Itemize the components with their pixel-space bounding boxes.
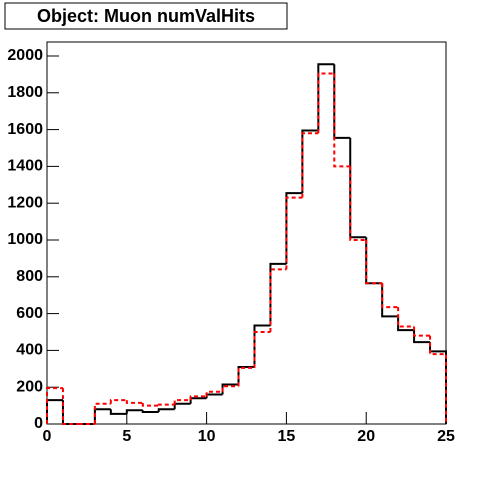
histogram-bin (301, 132, 319, 198)
y-tick-label: 600 (16, 305, 43, 322)
histogram-bin (349, 166, 367, 241)
histogram-bin (301, 129, 319, 194)
histogram-bin (397, 316, 415, 332)
histogram-bin (157, 403, 175, 406)
histogram-bin (141, 402, 159, 407)
x-tick-label: 15 (278, 428, 296, 445)
x-tick-label: 20 (357, 428, 375, 445)
histogram-bin (397, 307, 415, 328)
histogram-bin (205, 390, 223, 397)
histogram-bin (221, 385, 239, 392)
histogram-bin (237, 366, 255, 387)
y-tick-label: 800 (16, 268, 43, 285)
plot-frame (46, 41, 447, 425)
histogram-bin (429, 342, 447, 424)
x-tick-label: 0 (43, 428, 52, 445)
histogram-bin (365, 239, 383, 285)
histogram-bin (317, 72, 335, 134)
histogram-bin (269, 268, 287, 332)
y-tick-label: 400 (16, 342, 43, 359)
histogram-bin (269, 262, 287, 326)
histogram-bin (253, 330, 271, 368)
histogram-bin (109, 409, 127, 415)
x-tick-label: 5 (122, 428, 131, 445)
y-tick-label: 1600 (7, 121, 43, 138)
histogram-bin (381, 283, 399, 309)
histogram-bin (429, 335, 447, 424)
y-tick-label: 1800 (7, 84, 43, 101)
histogram-bin (189, 395, 207, 401)
histogram-bin (173, 399, 191, 405)
y-tick-label: 2000 (7, 47, 43, 64)
histogram-bin (285, 196, 303, 270)
histogram-bin (381, 283, 399, 318)
histogram-bin (125, 400, 143, 404)
histogram-bin (93, 402, 111, 424)
x-tick-label: 10 (198, 428, 216, 445)
y-tick-label: 1200 (7, 194, 43, 211)
y-tick-label: 200 (16, 378, 43, 395)
histogram-bin (141, 410, 159, 414)
x-tick-label: 25 (437, 428, 455, 445)
chart-title: Object: Muon numValHits (37, 6, 255, 26)
y-tick-label: 1400 (7, 158, 43, 175)
y-tick-label: 0 (34, 415, 43, 432)
histogram-bin (46, 387, 63, 424)
histogram-bin (109, 399, 127, 404)
histogram-bin (125, 409, 143, 414)
histogram-bin (61, 388, 79, 425)
histogram-bin (157, 408, 175, 413)
title-box (4, 2, 288, 30)
histogram-bin (413, 326, 431, 337)
histogram-bin (333, 73, 351, 168)
y-tick-label: 1000 (7, 231, 43, 248)
